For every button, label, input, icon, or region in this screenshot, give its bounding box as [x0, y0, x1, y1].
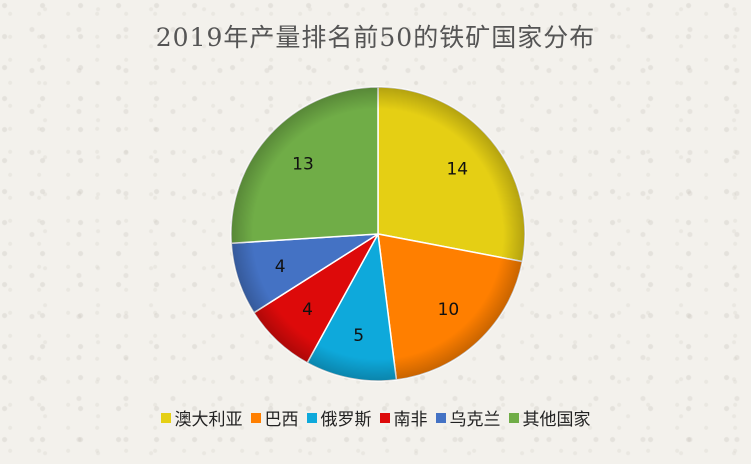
legend-label: 澳大利亚 [174, 410, 243, 430]
legend-swatch [250, 412, 261, 423]
legend-swatch [508, 412, 519, 423]
legend-label: 巴西 [264, 410, 299, 430]
data-label-5: 4 [275, 257, 286, 277]
legend-swatch [379, 412, 390, 423]
pie-data-labels: 14 10 5 4 4 13 [275, 155, 468, 347]
data-label-4: 4 [302, 300, 313, 320]
data-label-6: 13 [292, 155, 314, 175]
legend-item-6: 其他国家 [508, 405, 591, 430]
legend-item-5: 乌克兰 [435, 405, 501, 430]
legend-swatch [435, 412, 446, 423]
legend-item-3: 俄罗斯 [306, 405, 372, 430]
legend-item-1: 澳大利亚 [160, 405, 243, 430]
chart-title: 2019年产量排名前50的铁矿国家分布 [155, 23, 596, 52]
chart-legend: 澳大利亚 巴西 俄罗斯 南非 乌克兰 其他国家 [0, 405, 751, 430]
legend-label: 其他国家 [522, 410, 591, 430]
legend-swatch [160, 412, 171, 423]
data-label-2: 10 [438, 300, 460, 320]
data-label-3: 5 [353, 326, 364, 346]
legend-label: 俄罗斯 [320, 410, 372, 430]
pie-slices [230, 86, 526, 382]
legend-item-4: 南非 [379, 405, 428, 430]
legend-label: 乌克兰 [449, 410, 501, 430]
legend-item-2: 巴西 [250, 405, 299, 430]
data-label-1: 14 [446, 159, 468, 179]
legend-swatch [306, 412, 317, 423]
legend-label: 南非 [393, 410, 428, 430]
